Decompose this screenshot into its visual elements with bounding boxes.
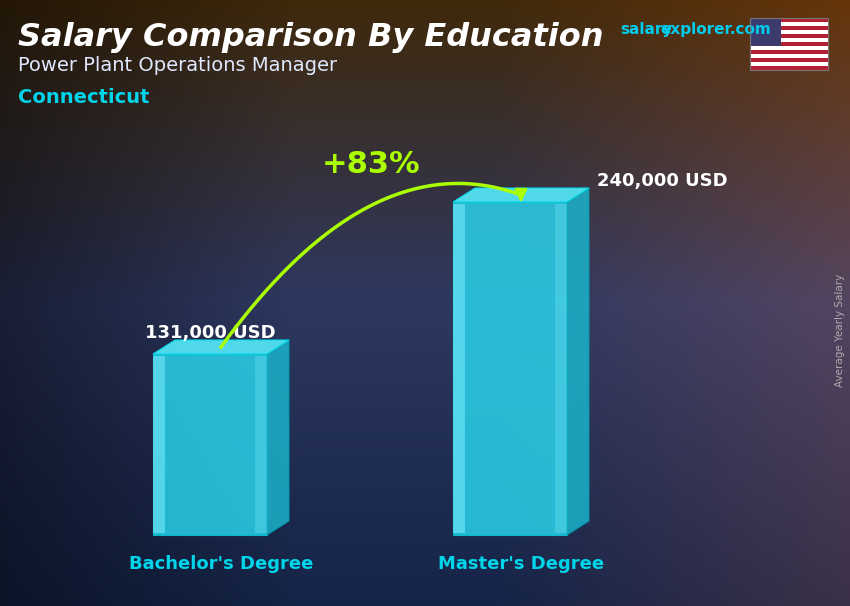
Polygon shape bbox=[750, 66, 828, 70]
Polygon shape bbox=[750, 22, 828, 26]
Text: explorer.com: explorer.com bbox=[660, 22, 771, 37]
Text: 240,000 USD: 240,000 USD bbox=[597, 172, 728, 190]
Text: Power Plant Operations Manager: Power Plant Operations Manager bbox=[18, 56, 337, 75]
Text: Bachelor's Degree: Bachelor's Degree bbox=[129, 555, 313, 573]
Polygon shape bbox=[453, 188, 589, 202]
Text: 131,000 USD: 131,000 USD bbox=[145, 324, 275, 342]
Polygon shape bbox=[567, 188, 589, 535]
Text: Salary Comparison By Education: Salary Comparison By Education bbox=[18, 22, 604, 53]
Polygon shape bbox=[750, 46, 828, 50]
Text: +83%: +83% bbox=[321, 150, 420, 179]
Text: Connecticut: Connecticut bbox=[18, 88, 150, 107]
Polygon shape bbox=[153, 354, 267, 535]
Text: Average Yearly Salary: Average Yearly Salary bbox=[835, 273, 845, 387]
Polygon shape bbox=[255, 356, 267, 533]
Polygon shape bbox=[750, 18, 781, 46]
Polygon shape bbox=[267, 340, 289, 535]
Text: salary: salary bbox=[620, 22, 672, 37]
Polygon shape bbox=[750, 54, 828, 58]
Text: Master's Degree: Master's Degree bbox=[438, 555, 604, 573]
Polygon shape bbox=[153, 340, 289, 354]
Polygon shape bbox=[453, 204, 465, 533]
Polygon shape bbox=[750, 18, 828, 22]
Polygon shape bbox=[153, 356, 165, 533]
Polygon shape bbox=[750, 30, 828, 34]
Polygon shape bbox=[453, 202, 567, 535]
Polygon shape bbox=[750, 50, 828, 54]
Polygon shape bbox=[750, 34, 828, 38]
Polygon shape bbox=[750, 26, 828, 30]
Polygon shape bbox=[750, 42, 828, 46]
Polygon shape bbox=[750, 38, 828, 42]
Polygon shape bbox=[750, 58, 828, 62]
Polygon shape bbox=[750, 62, 828, 66]
Polygon shape bbox=[555, 204, 567, 533]
